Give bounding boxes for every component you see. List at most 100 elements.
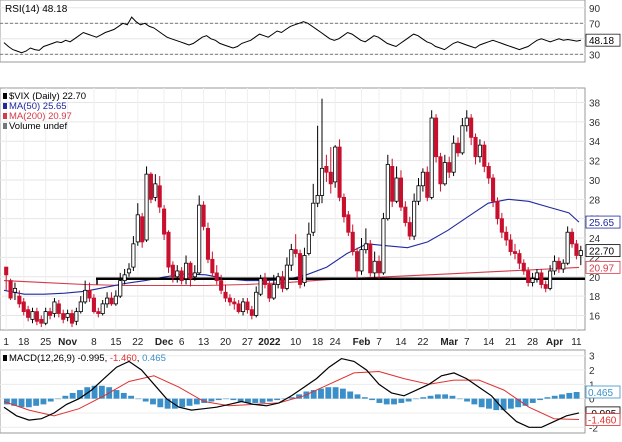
candle-body — [460, 125, 465, 154]
candle-body — [254, 291, 259, 316]
candle-body — [526, 270, 531, 283]
macd-histogram-bar — [77, 390, 83, 399]
macd-histogram-bar — [486, 398, 492, 409]
candle-body — [341, 196, 346, 218]
macd-histogram-bar — [551, 395, 558, 399]
x-tick-label: 22 — [417, 337, 429, 348]
candle-body — [552, 260, 557, 272]
candle-body — [131, 243, 136, 268]
candle-body — [346, 214, 351, 233]
candle-body — [477, 144, 482, 158]
macd-histogram-bar — [237, 398, 244, 402]
candle-body — [469, 117, 474, 138]
macd-histogram-bar — [332, 387, 339, 399]
candle-body — [385, 164, 390, 220]
candle-body — [56, 303, 61, 314]
candle-body — [8, 280, 13, 299]
legend-entry: Volume undef — [9, 121, 67, 132]
macd-histogram-bar — [11, 398, 18, 406]
candle-body — [96, 311, 101, 314]
candle-body — [192, 272, 197, 278]
macd-histogram-bar — [376, 398, 383, 403]
candle-body — [543, 284, 548, 289]
candle-body — [144, 173, 149, 241]
legend-swatch — [3, 93, 7, 99]
candle-body — [539, 272, 544, 285]
macd-histogram-bar — [318, 388, 324, 399]
macd-legend: MACD(12,26,9) -0.995, -1.460, 0.465 — [9, 353, 166, 364]
candle-body — [74, 311, 79, 322]
candle-body — [420, 171, 425, 187]
rsi-frame — [0, 0, 586, 63]
macd-histogram-bar — [18, 398, 25, 408]
candle-body — [210, 258, 215, 274]
candle-body — [105, 297, 110, 305]
macd-histogram-bar — [347, 391, 354, 399]
macd-histogram-bar — [274, 398, 281, 401]
macd-histogram-bar — [164, 398, 171, 409]
macd-value-label: -1.460 — [588, 416, 617, 427]
rsi-tick-label: 30 — [589, 50, 601, 61]
candle-body — [197, 204, 202, 274]
price-tag — [585, 215, 621, 229]
macd-histogram-bar — [507, 398, 514, 409]
candle-body — [324, 166, 329, 173]
macd-legend-part: MACD(12,26,9) -0.995, — [9, 353, 110, 364]
macd-histogram-bar — [150, 398, 156, 405]
candle-body — [262, 278, 268, 285]
price-tag-label: 22.70 — [589, 247, 614, 258]
candle-body — [65, 313, 70, 318]
x-tick-label: 11 — [571, 337, 582, 348]
candle-body — [302, 255, 307, 283]
macd-histogram-bar — [40, 398, 47, 405]
macd-histogram-bar — [135, 398, 142, 400]
macd-frame — [0, 349, 586, 434]
candle-body — [162, 208, 167, 235]
candle-body — [4, 266, 9, 276]
macd-histogram-bar — [559, 394, 565, 399]
x-tick-label: 15 — [110, 337, 122, 348]
candle-body — [486, 166, 491, 179]
x-tick-label: 18 — [18, 337, 30, 348]
candle-body — [109, 297, 114, 305]
macd-histogram-bar — [266, 398, 273, 402]
price-frame — [0, 87, 586, 331]
price-tick-label: 28 — [589, 195, 601, 206]
macd-legend-part: 0.465 — [142, 353, 166, 364]
candle-body — [30, 311, 35, 320]
macd-histogram-bar — [142, 398, 149, 402]
legend-swatch — [3, 113, 7, 119]
x-tick-label: 2022 — [258, 337, 281, 348]
legend-swatch — [3, 103, 7, 109]
macd-histogram-bar — [478, 398, 485, 408]
x-tick-label: Feb — [353, 337, 371, 348]
macd-histogram-bar — [420, 397, 427, 399]
candle-body — [227, 297, 232, 303]
macd-histogram-bar — [361, 397, 368, 399]
rsi-tick-label: 90 — [589, 4, 601, 15]
candle-body — [280, 276, 285, 289]
x-tick-label: 8 — [91, 337, 97, 348]
candle-body — [534, 272, 539, 280]
x-tick-label: 7 — [376, 337, 382, 348]
candle-body — [34, 311, 39, 322]
price-tick-label: 22 — [589, 253, 601, 264]
candle-body — [52, 301, 57, 314]
macd-histogram-bar — [544, 397, 551, 399]
candle-body — [491, 177, 496, 202]
candle-body — [179, 270, 184, 282]
candle-body — [201, 204, 206, 227]
rsi-value-tag — [585, 33, 621, 47]
x-tick-label: 21 — [505, 337, 517, 348]
candle-body — [569, 231, 575, 245]
candle-body — [170, 264, 175, 278]
x-tick-label: 13 — [198, 337, 210, 348]
macd-histogram-bar — [91, 385, 98, 399]
price-tick-label: 36 — [589, 118, 601, 129]
candle-body — [521, 262, 526, 272]
macd-histogram-bar — [405, 398, 412, 402]
macd-histogram-bar — [245, 398, 251, 403]
macd-histogram-bar — [157, 398, 164, 408]
candle-body — [311, 202, 316, 233]
